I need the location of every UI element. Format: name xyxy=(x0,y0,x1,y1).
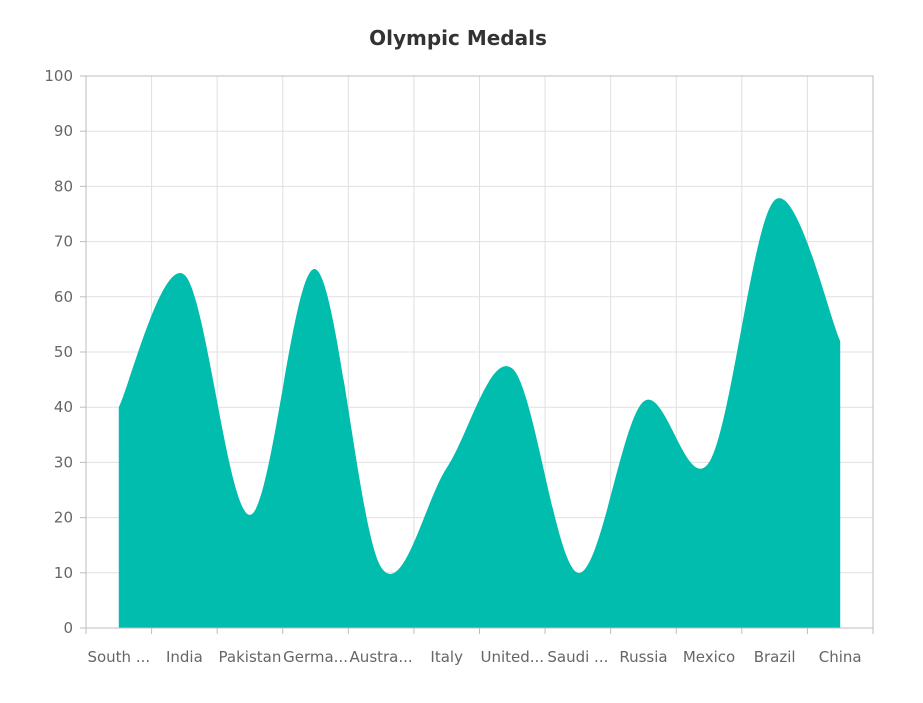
y-tick-label: 80 xyxy=(54,177,73,195)
y-tick-label: 40 xyxy=(54,398,73,416)
x-tick-label: Austra... xyxy=(350,648,413,666)
y-tick-label: 100 xyxy=(44,67,73,85)
x-tick-label: Pakistan xyxy=(219,648,282,666)
chart-title: Olympic Medals xyxy=(369,26,547,50)
y-tick-label: 70 xyxy=(54,233,73,251)
y-tick-label: 10 xyxy=(54,564,73,582)
y-tick-label: 50 xyxy=(54,343,73,361)
x-tick-label: India xyxy=(166,648,203,666)
x-tick-label: China xyxy=(819,648,862,666)
axis-layer xyxy=(80,75,874,634)
x-axis-ticks: South ... India Pakistan Germa... Austra... I… xyxy=(87,648,861,666)
area-layer xyxy=(118,198,841,629)
x-tick-label: Russia xyxy=(619,648,667,666)
x-tick-label: South ... xyxy=(87,648,150,666)
x-tick-label: Saudi ... xyxy=(547,648,608,666)
x-tick-label: United... xyxy=(480,648,544,666)
x-tick-label: Germa... xyxy=(283,648,348,666)
plot-border xyxy=(85,75,874,629)
y-tick-label: 60 xyxy=(54,288,73,306)
series-area xyxy=(118,198,841,629)
y-tick-label: 0 xyxy=(63,619,73,637)
x-tick-label: Brazil xyxy=(754,648,796,666)
x-tick-label: Mexico xyxy=(683,648,735,666)
y-tick-label: 20 xyxy=(54,509,73,527)
x-tick-label: Italy xyxy=(430,648,463,666)
y-tick-label: 30 xyxy=(54,453,73,471)
y-tick-label: 90 xyxy=(54,122,73,140)
y-axis-ticks: 0 10 20 30 40 50 60 70 80 90 100 xyxy=(44,67,73,637)
